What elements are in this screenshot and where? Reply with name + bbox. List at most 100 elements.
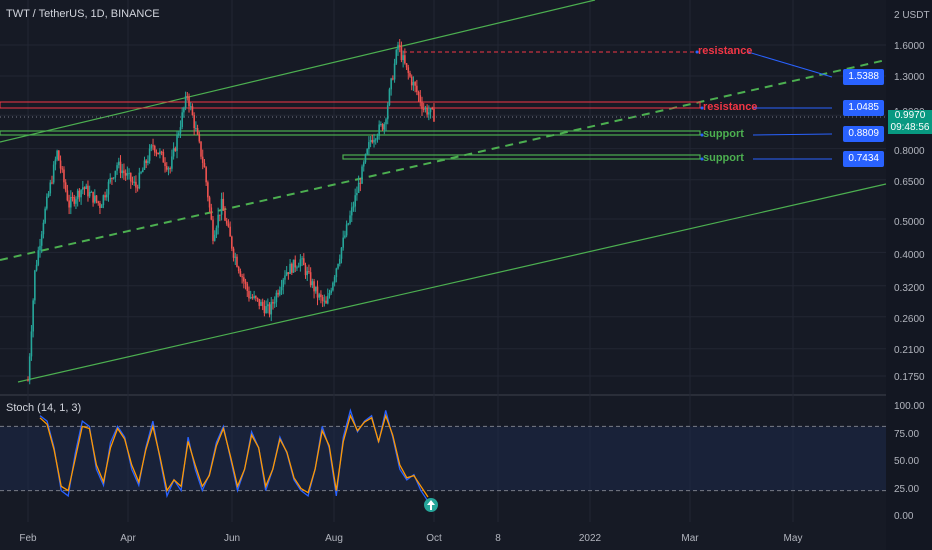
candle-body bbox=[141, 169, 144, 173]
candle-body bbox=[393, 63, 396, 80]
candle-body bbox=[306, 271, 309, 276]
up-arrow-icon bbox=[427, 500, 435, 510]
candle-body bbox=[68, 200, 70, 208]
candle-body bbox=[231, 236, 233, 249]
candle-body bbox=[236, 256, 238, 267]
candle-body bbox=[40, 234, 43, 246]
candle-body bbox=[131, 181, 134, 183]
candle-body bbox=[335, 268, 338, 278]
candle-body bbox=[380, 124, 382, 126]
candle-body bbox=[203, 162, 206, 168]
candle-body bbox=[320, 294, 322, 298]
candle-body bbox=[135, 181, 137, 188]
candle-body bbox=[357, 182, 360, 193]
annotation-resistance-2: resistance bbox=[703, 101, 758, 113]
candle-body bbox=[265, 306, 267, 314]
candle-body bbox=[424, 107, 427, 110]
price-tick-label: 0.8000 bbox=[894, 146, 925, 157]
candle-body bbox=[381, 124, 384, 130]
price-tag-1[interactable]: 1.5388 bbox=[843, 69, 884, 85]
candle-body bbox=[371, 139, 374, 143]
candle-body bbox=[416, 85, 418, 92]
candle-body bbox=[366, 149, 368, 155]
candle-body bbox=[73, 197, 76, 204]
candle-body bbox=[374, 139, 377, 141]
candle-body bbox=[85, 185, 88, 189]
indicator-title[interactable]: Stoch (14, 1, 3) bbox=[6, 402, 82, 414]
candle-body bbox=[87, 185, 89, 197]
candle-body bbox=[338, 258, 341, 264]
candle-body bbox=[342, 237, 344, 248]
candle-body bbox=[241, 276, 243, 278]
candle-body bbox=[260, 301, 262, 306]
candle-body bbox=[421, 102, 423, 109]
candle-body bbox=[285, 272, 288, 276]
resistance-zone bbox=[0, 101, 701, 109]
price-tag-4[interactable]: 0.7434 bbox=[843, 151, 884, 167]
price-tag-2[interactable]: 1.0485 bbox=[843, 100, 884, 116]
candle-body bbox=[39, 245, 41, 251]
candle-body bbox=[354, 195, 356, 207]
time-tick-label: Apr bbox=[120, 533, 136, 544]
candle-body bbox=[277, 292, 279, 295]
current-price: 0.9970 bbox=[894, 110, 926, 121]
candle-body bbox=[397, 44, 399, 50]
candle-body bbox=[256, 297, 259, 299]
candle-body bbox=[147, 160, 149, 164]
price-tag-3[interactable]: 0.8809 bbox=[843, 126, 884, 142]
candle-body bbox=[224, 210, 226, 221]
candle-body bbox=[248, 291, 250, 299]
candle-body bbox=[167, 168, 170, 170]
candle-body bbox=[27, 380, 29, 382]
candle-body bbox=[198, 134, 201, 142]
candle-body bbox=[179, 127, 182, 134]
price-tick-label: 2 USDT bbox=[894, 10, 930, 21]
candle-body bbox=[145, 160, 147, 164]
candle-body bbox=[172, 148, 175, 157]
candle-body bbox=[176, 135, 178, 151]
candle-body bbox=[201, 156, 204, 163]
candle-body bbox=[414, 82, 416, 86]
candle-body bbox=[76, 190, 79, 200]
candle-body bbox=[188, 96, 190, 107]
candle-body bbox=[362, 162, 365, 167]
candle-body bbox=[267, 304, 269, 307]
candle-body bbox=[47, 193, 50, 197]
candle-body bbox=[200, 141, 202, 157]
candle-body bbox=[400, 46, 403, 61]
candle-body bbox=[280, 287, 283, 291]
candle-body bbox=[184, 96, 187, 108]
candle-body bbox=[109, 177, 112, 182]
candle-body bbox=[152, 145, 154, 147]
candle-body bbox=[314, 286, 317, 292]
candle-body bbox=[385, 119, 387, 125]
candle-body bbox=[229, 226, 231, 237]
candle-body bbox=[404, 55, 406, 64]
symbol-title[interactable]: TWT / TetherUS, 1D, BINANCE bbox=[6, 8, 160, 20]
candle-body bbox=[323, 300, 326, 302]
candle-body bbox=[275, 292, 278, 303]
candle-body bbox=[273, 302, 276, 304]
annotation-dot bbox=[700, 106, 704, 110]
annotation-dot bbox=[700, 133, 704, 137]
candle-body bbox=[160, 151, 163, 153]
candle-body bbox=[195, 128, 197, 130]
candle-body bbox=[311, 281, 314, 286]
candle-body bbox=[112, 177, 115, 179]
stoch-tick-label: 100.00 bbox=[894, 401, 925, 412]
candle-body bbox=[294, 259, 297, 268]
candle-body bbox=[222, 198, 225, 211]
candle-body bbox=[157, 152, 159, 155]
candle-body bbox=[253, 296, 255, 299]
candle-body bbox=[361, 166, 363, 184]
stoch-tick-label: 25.00 bbox=[894, 484, 919, 495]
candle-body bbox=[352, 206, 355, 208]
candle-body bbox=[318, 294, 321, 298]
candle-body bbox=[128, 172, 130, 174]
candle-body bbox=[102, 195, 105, 206]
candle-body bbox=[369, 139, 372, 143]
candle-body bbox=[150, 145, 153, 149]
candle-body bbox=[333, 277, 336, 283]
candle-body bbox=[272, 302, 274, 304]
